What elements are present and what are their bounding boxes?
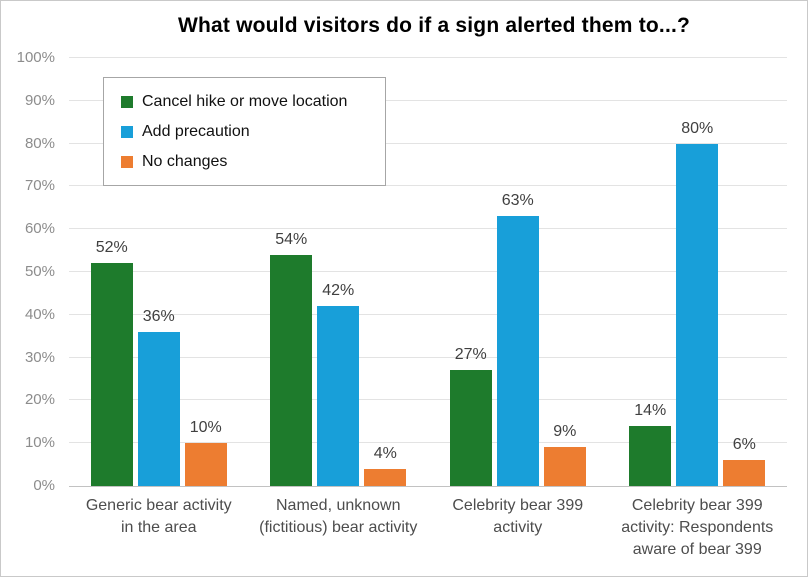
bar-value-label: 54% [275,230,308,248]
y-tick-label: 90% [24,91,55,109]
x-category-label: Named, unknown (fictitious) bear activit… [259,497,418,536]
y-tick-label: 0% [33,477,55,494]
bar: 36% [137,308,180,486]
bar: 80% [676,120,719,486]
bar: 63% [496,192,539,486]
y-tick-label: 10% [24,434,55,452]
x-axis-line [69,486,787,487]
bar-value-label: 6% [732,436,756,454]
y-tick-label: 20% [24,391,55,409]
gridline [69,142,787,144]
bar-value-label: 36% [142,307,175,325]
bar: 54% [270,231,313,486]
legend: Cancel hike or move location Add precaut… [103,77,386,186]
legend-item-no-changes: No changes [121,150,375,173]
y-tick-label: 50% [24,263,55,280]
bar-groups: 52% 36% 10% 54% 42% 4% 27% 63% 9% 14% 80% 6% [69,58,787,486]
bar: 14% [629,402,672,486]
legend-label: Cancel hike or move location [142,92,348,110]
bar-group: 14% 80% 6% [608,58,788,486]
bar-value-label: 52% [95,239,128,257]
bar-value-label: 9% [553,423,577,441]
bar-group: 54% 42% 4% [249,58,429,486]
bar: 9% [543,423,586,486]
gridline [69,185,787,187]
bar-value-label: 27% [454,346,487,364]
bar-value-label: 42% [322,282,355,300]
bar-value-label: 14% [634,402,667,420]
chart-title: What would visitors do if a sign alerted… [177,14,691,37]
gridline [69,442,787,444]
bar-group: 52% 36% 10% [69,58,249,486]
bar: 6% [723,436,766,486]
bar-value-label: 63% [501,192,534,210]
plot-area: 52% 36% 10% 54% 42% 4% 27% 63% 9% 14% 80% 6% Cancel… [69,57,787,487]
bar: 42% [317,282,360,486]
gridline [69,399,787,401]
bar-value-label: 10% [189,419,222,437]
bar-value-label: 80% [681,119,714,137]
legend-swatch-cancel-hike-icon [121,95,133,108]
legend-label: Add precaution [142,122,250,140]
x-axis: Generic bear activity in the area Named, … [69,495,787,561]
y-tick-label: 70% [24,177,55,195]
gridline [69,99,787,101]
y-tick-label: 80% [24,134,55,152]
bar-value-label: 4% [373,444,397,462]
x-category-label: Celebrity bear 399 activity [452,497,584,536]
legend-swatch-add-precaution-icon [121,125,133,138]
gridline [69,271,787,272]
gridline [69,228,787,230]
y-tick-label: 100% [16,49,55,66]
y-tick-label: 40% [24,305,55,323]
gridline [69,57,787,58]
legend-swatch-no-changes-icon [121,155,133,168]
y-tick-label: 30% [24,348,55,366]
legend-item-cancel-hike: Cancel hike or move location [121,90,375,113]
gridline [69,356,787,358]
x-category-label: Generic bear activity in the area [85,497,232,536]
bar: 4% [364,445,407,486]
x-category-label: Celebrity bear 399 activity: Respondents… [621,497,774,558]
legend-label: No changes [142,152,228,170]
y-axis: 0% 10% 20% 30% 40% 50% 60% 70% 80% 90% 100% [1,49,61,494]
legend-item-add-precaution: Add precaution [121,120,375,143]
bar: 27% [449,346,492,486]
y-tick-label: 60% [24,220,55,238]
bar-group: 27% 63% 9% [428,58,608,486]
bar: 52% [90,239,133,486]
gridline [69,313,787,315]
bar: 10% [184,419,227,486]
